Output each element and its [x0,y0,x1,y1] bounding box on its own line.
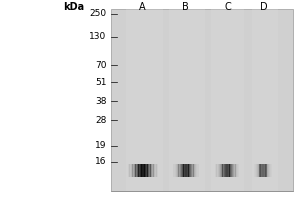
Text: B: B [182,2,189,12]
Bar [178,164,180,177]
Bar [197,164,199,177]
Bar [184,164,186,177]
Bar [143,164,145,177]
Bar [211,9,244,191]
Bar [147,164,149,177]
Bar [126,9,164,191]
Bar [192,164,194,177]
Text: 28: 28 [95,116,107,125]
Bar [187,164,189,177]
Bar [228,164,230,177]
Bar [180,164,181,177]
Bar [261,164,262,177]
Bar [265,164,266,177]
Bar [153,164,155,177]
Bar [137,164,139,177]
Bar [194,164,195,177]
Bar [266,164,268,177]
Bar [255,164,256,177]
Bar [176,164,177,177]
Bar [227,164,229,177]
Bar [238,164,239,177]
Bar [134,164,136,177]
Bar [196,164,197,177]
Bar [177,164,178,177]
Bar [188,164,190,177]
Bar [234,164,236,177]
Bar [186,164,188,177]
Bar [224,164,225,177]
Bar [226,164,227,177]
Bar [269,164,270,177]
Text: 16: 16 [95,157,107,166]
Bar [221,164,223,177]
Bar [251,9,278,191]
Bar [219,164,220,177]
Bar [217,164,218,177]
Bar [131,164,133,177]
Bar [156,164,158,177]
Bar [132,164,134,177]
Bar [260,164,261,177]
Bar [190,164,191,177]
Bar [218,164,219,177]
Bar [263,164,264,177]
Text: 70: 70 [95,61,107,70]
Text: D: D [260,2,267,12]
Text: kDa: kDa [63,2,84,12]
Bar [264,164,265,177]
Bar [233,164,234,177]
Bar [169,9,205,191]
Bar [230,164,231,177]
Bar [149,164,151,177]
Text: A: A [139,2,146,12]
Bar [129,164,131,177]
Text: 38: 38 [95,97,107,106]
Text: C: C [224,2,231,12]
Bar [111,9,293,191]
Text: 19: 19 [95,141,107,150]
Bar [181,164,182,177]
Bar [225,164,226,177]
Bar [258,164,259,177]
Bar [231,164,232,177]
Bar [254,164,255,177]
Bar [215,164,217,177]
Bar [262,164,263,177]
Bar [138,164,140,177]
Bar [235,164,237,177]
Bar [270,164,271,177]
Bar [191,164,192,177]
Bar [144,164,146,177]
Bar [146,164,148,177]
Bar [266,164,267,177]
Bar [259,164,260,177]
Bar [271,164,272,177]
Bar [232,164,233,177]
Bar [183,164,185,177]
Text: 51: 51 [95,78,107,87]
Bar [173,164,175,177]
Bar [140,164,142,177]
Text: 250: 250 [90,9,107,18]
Bar [155,164,157,177]
Bar [268,164,269,177]
Bar [152,164,154,177]
Bar [150,164,152,177]
Bar [267,164,268,177]
Bar [256,164,257,177]
Bar [182,164,184,177]
Bar [128,164,130,177]
Bar [260,164,261,177]
Bar [257,164,258,177]
Bar [135,164,137,177]
Bar [220,164,221,177]
Bar [195,164,196,177]
Bar [175,164,176,177]
Bar [222,164,224,177]
Text: 130: 130 [89,32,107,41]
Bar [141,164,143,177]
Bar [236,164,238,177]
